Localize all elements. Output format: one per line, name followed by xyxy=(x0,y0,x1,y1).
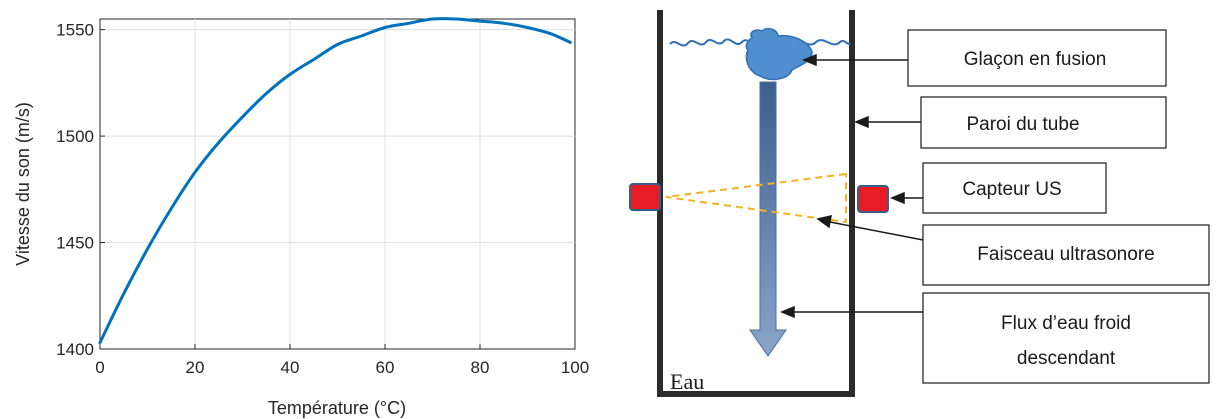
pointer-us-sensor-arrowhead xyxy=(890,191,905,205)
label-us-sensor: Capteur US xyxy=(962,179,1061,200)
y-axis-label: Vitesse du son (m/s) xyxy=(13,102,33,266)
pointer-ultrasonic-beam-arrowhead xyxy=(816,215,832,229)
x-tick-label: 80 xyxy=(471,358,490,377)
label-cold-flow-line1: Flux d’eau froid xyxy=(1001,313,1131,334)
sound-speed-series-line xyxy=(98,17,572,345)
pointer-cold-flow-arrowhead xyxy=(780,305,795,319)
callout-box-ultrasonic-beam xyxy=(922,224,1210,286)
pointer-melting-ice-arrowhead xyxy=(802,53,817,67)
ultrasonic-beam-shape xyxy=(665,172,847,224)
callout-box-melting-ice xyxy=(907,29,1167,87)
pointer-ultrasonic-beam xyxy=(829,221,924,241)
us-sensor-left xyxy=(629,183,661,211)
y-axis-ticks: 1400 1450 1500 1550 xyxy=(56,21,105,359)
cold-flow-arrow xyxy=(749,81,787,357)
label-ultrasonic-beam: Faisceau ultrasonore xyxy=(977,244,1154,265)
x-axis-label: Température (°C) xyxy=(268,398,406,418)
label-cold-flow-line2: descendant xyxy=(1017,348,1116,369)
label-melting-ice: Glaçon en fusion xyxy=(964,49,1107,70)
ice-cube-shape xyxy=(745,28,813,81)
y-tick-label: 1500 xyxy=(56,127,94,146)
pointer-lines xyxy=(780,53,924,319)
x-tick-label: 100 xyxy=(561,358,589,377)
pointer-tube-wall-arrowhead xyxy=(854,115,869,129)
callout-box-tube-wall xyxy=(920,96,1167,149)
x-tick-label: 60 xyxy=(376,358,395,377)
x-tick-label: 20 xyxy=(186,358,205,377)
y-tick-label: 1400 xyxy=(56,340,94,359)
label-tube-wall: Paroi du tube xyxy=(966,114,1079,135)
plot-area xyxy=(99,18,576,350)
tube-diagram: Glaçon en fusion Paroi du tube Capteur U… xyxy=(629,10,1210,397)
sound-speed-chart: 0 20 40 60 80 100 1400 1450 1500 1550 Températur… xyxy=(13,17,589,418)
label-water: Eau xyxy=(670,369,704,394)
x-tick-label: 0 xyxy=(95,358,104,377)
x-tick-label: 40 xyxy=(281,358,300,377)
y-tick-label: 1550 xyxy=(56,21,94,40)
x-axis-ticks: 0 20 40 60 80 100 xyxy=(95,344,589,377)
y-tick-label: 1450 xyxy=(56,234,94,253)
callout-box-us-sensor xyxy=(922,162,1107,214)
callout-box-cold-flow xyxy=(922,292,1210,384)
us-sensor-right xyxy=(857,185,889,213)
